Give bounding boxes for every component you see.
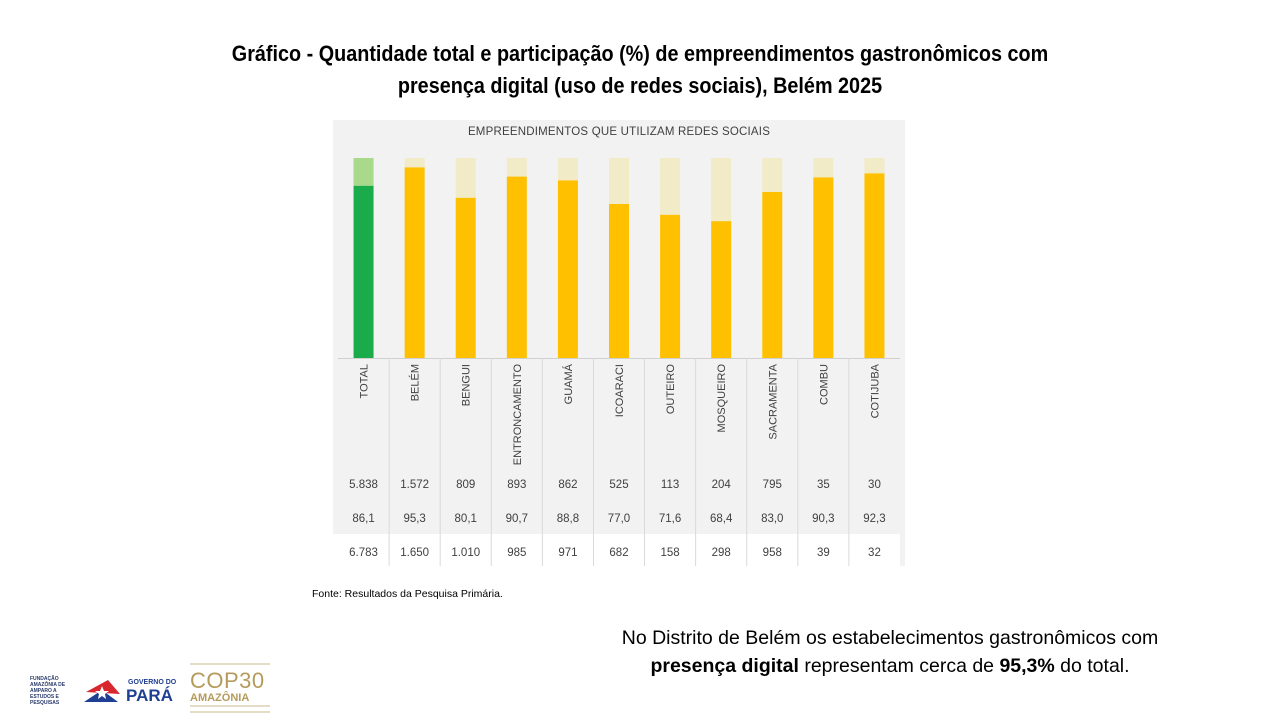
table-cell-r2-c0: 6.783 <box>349 547 378 559</box>
cop-main-text: COP30 <box>190 668 265 693</box>
table-cell-r0-c4: 862 <box>558 479 577 491</box>
bar-10 <box>864 173 885 358</box>
gov-top-text: GOVERNO DO <box>128 679 177 686</box>
para-star-icon <box>95 686 109 699</box>
bar-remainder-7 <box>711 158 732 222</box>
table-cell-r1-c0: 86,1 <box>352 513 374 525</box>
bar-0 <box>353 185 374 358</box>
bar-chart: TOTAL 5.838 86,1 6.783 BELÉM 1.572 95,3 1.650 BE… <box>333 158 900 566</box>
table-cell-r2-c6: 158 <box>660 547 679 559</box>
table-cell-r0-c10: 30 <box>868 479 881 491</box>
para-flag-red-icon <box>86 680 120 694</box>
note-text-2: representam cerca de <box>798 655 1000 677</box>
table-band <box>333 534 900 566</box>
chart-title: EMPREENDIMENTOS QUE UTILIZAM REDES SOCIA… <box>467 126 771 138</box>
table-cell-r0-c1: 1.572 <box>400 479 429 491</box>
table-cell-r1-c10: 92,3 <box>863 513 885 525</box>
category-label-7: MOSQUEIRO <box>716 364 728 433</box>
note-text-1: No Distrito de Belém os estabelecimentos… <box>621 627 1159 649</box>
bar-5 <box>609 204 629 358</box>
category-label-0: TOTAL <box>359 364 371 398</box>
table-cell-r0-c6: 113 <box>661 479 679 491</box>
table-cell-r0-c9: 35 <box>817 479 830 491</box>
category-label-8: SACRAMENTA <box>767 363 779 439</box>
table-cell-r2-c3: 985 <box>507 547 526 559</box>
bar-remainder-0 <box>353 158 374 186</box>
bar-remainder-6 <box>660 158 681 215</box>
table-cell-r0-c2: 809 <box>456 479 475 491</box>
category-label-10: COTIJUBA <box>869 363 881 418</box>
slide-title: Gráfico - Quantidade total e participaçã… <box>190 38 1090 102</box>
governo-para-logo: GOVERNO DO PARÁ <box>84 679 177 705</box>
table-cell-r2-c9: 39 <box>817 547 830 559</box>
category-label-9: COMBU <box>818 364 830 405</box>
source-note: Fonte: Resultados da Pesquisa Primária. <box>312 588 503 600</box>
table-cell-r2-c4: 971 <box>558 547 577 559</box>
table-cell-r1-c6: 71,6 <box>659 513 681 525</box>
fapespa-logo-text: FUNDAÇÃO AMAZÔNIA DE AMPARO A ESTUDOS E … <box>30 676 66 706</box>
slide-title-line2: presença digital (uso de redes sociais),… <box>397 73 883 98</box>
chart-panel: TOTAL 5.838 86,1 6.783 BELÉM 1.572 95,3 1.650 BE… <box>333 120 905 566</box>
bar-1 <box>404 167 425 358</box>
bar-remainder-10 <box>864 158 885 174</box>
table-cell-r1-c4: 88,8 <box>557 513 579 525</box>
table-cell-r1-c2: 80,1 <box>455 513 477 525</box>
bar-3 <box>506 176 527 358</box>
bar-2 <box>455 197 476 358</box>
summary-note: No Distrito de Belém os estabelecimentos… <box>600 624 1180 680</box>
category-label-1: BELÉM <box>409 364 422 401</box>
bar-4 <box>557 180 578 358</box>
bar-9 <box>813 177 834 358</box>
table-cell-r2-c10: 32 <box>868 547 881 559</box>
category-label-6: OUTEIRO <box>665 364 677 415</box>
table-cell-r0-c3: 893 <box>507 479 526 491</box>
note-text-3: do total. <box>1054 655 1130 677</box>
table-cell-r1-c1: 95,3 <box>403 513 425 525</box>
bar-6 <box>660 214 681 358</box>
note-bold-2: 95,3% <box>999 655 1055 677</box>
bar-7 <box>711 221 732 358</box>
slide-title-line1: Gráfico - Quantidade total e participaçã… <box>231 41 1049 66</box>
table-cell-r0-c5: 525 <box>609 479 628 491</box>
table-cell-r1-c5: 77,0 <box>608 513 630 525</box>
bar-remainder-5 <box>609 158 629 204</box>
category-label-4: GUAMÁ <box>562 363 575 404</box>
table-cell-r0-c0: 5.838 <box>349 479 378 491</box>
table-cell-r1-c3: 90,7 <box>506 513 528 525</box>
bar-8 <box>762 192 783 358</box>
table-cell-r1-c9: 90,3 <box>812 513 834 525</box>
bar-remainder-4 <box>557 158 578 181</box>
table-cell-r2-c1: 1.650 <box>400 547 429 559</box>
table-cell-r0-c8: 795 <box>763 479 782 491</box>
category-label-5: ICOARACI <box>614 364 626 417</box>
cop-sub-text: AMAZÔNIA <box>190 691 249 704</box>
table-cell-r2-c8: 958 <box>763 547 782 559</box>
table-cell-r2-c2: 1.010 <box>451 547 480 559</box>
bar-remainder-9 <box>813 158 834 178</box>
table-cell-r0-c7: 204 <box>712 479 732 491</box>
bar-remainder-1 <box>404 158 425 168</box>
bar-remainder-2 <box>455 158 476 198</box>
gov-main-text: PARÁ <box>126 686 173 705</box>
table-cell-r1-c8: 83,0 <box>761 513 783 525</box>
bar-remainder-3 <box>506 158 527 177</box>
table-cell-r1-c7: 68,4 <box>710 513 733 525</box>
category-label-3: ENTRONCAMENTO <box>512 364 524 466</box>
table-cell-r2-c5: 682 <box>609 547 628 559</box>
cop30-logo: COP30 AMAZÔNIA <box>190 663 270 713</box>
category-label-2: BENGUI <box>461 364 473 406</box>
note-bold-1: presença digital <box>650 655 799 677</box>
fapespa-logo: FUNDAÇÃO AMAZÔNIA DE AMPARO A ESTUDOS E … <box>30 676 82 706</box>
table-cell-r2-c7: 298 <box>712 547 731 559</box>
bar-remainder-8 <box>762 158 783 192</box>
